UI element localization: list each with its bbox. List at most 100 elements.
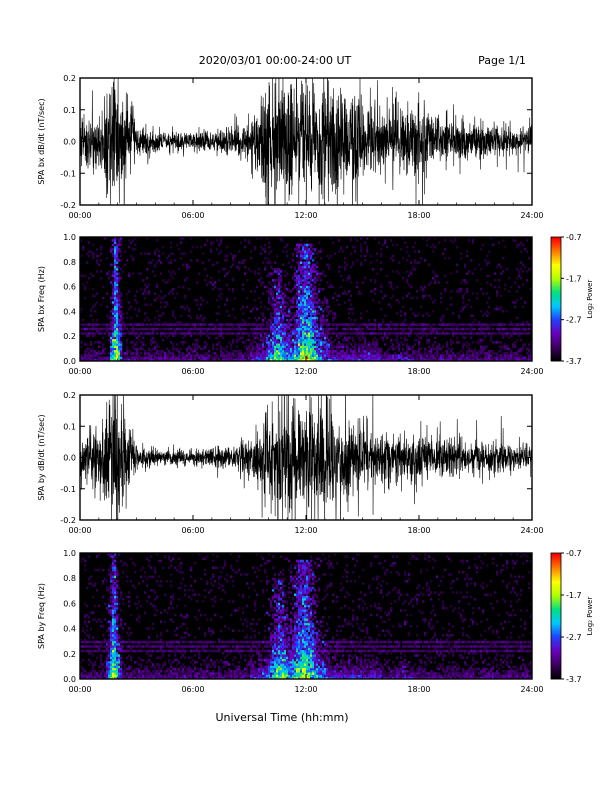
panel-1-cell bbox=[304, 352, 307, 355]
panel-3-cell bbox=[116, 674, 119, 678]
panel-1-cell bbox=[314, 316, 317, 320]
panel-1-cell bbox=[452, 358, 455, 362]
panel-1-cell bbox=[154, 299, 157, 302]
panel-1-cell bbox=[354, 356, 357, 360]
panel-1-cell bbox=[240, 323, 243, 326]
panel-1-cell bbox=[404, 323, 407, 326]
panel-3-cell bbox=[128, 591, 131, 594]
panel-1-cell bbox=[434, 336, 437, 340]
panel-1-cell bbox=[374, 343, 377, 346]
panel-1-cell bbox=[308, 299, 311, 302]
panel-1-cell bbox=[332, 332, 335, 335]
panel-1-cell bbox=[114, 307, 117, 311]
panel-1-cell bbox=[254, 316, 257, 320]
panel-1-cell bbox=[312, 292, 315, 295]
panel-1-cell bbox=[192, 332, 195, 335]
panel-1-cell bbox=[120, 323, 123, 326]
panel-1-cell bbox=[428, 327, 431, 331]
panel-1-cell bbox=[454, 323, 457, 326]
panel-1-cell bbox=[198, 356, 201, 360]
panel-3-cell bbox=[118, 553, 121, 556]
panel-1-cell bbox=[386, 336, 389, 340]
panel-1-cell bbox=[296, 327, 299, 331]
panel-1-cell bbox=[156, 345, 159, 349]
panel-1-cell bbox=[180, 354, 183, 357]
panel-1-cell bbox=[238, 332, 241, 335]
panel-1-cell bbox=[172, 287, 175, 291]
panel-1-cell bbox=[118, 325, 121, 329]
panel-1-cell bbox=[270, 352, 273, 355]
panel-1-cell bbox=[260, 338, 263, 342]
panel-1-cell bbox=[478, 323, 481, 326]
panel-1-cell bbox=[112, 358, 115, 362]
panel-1-cell bbox=[84, 332, 87, 335]
panel-1-cell bbox=[224, 274, 227, 278]
panel-1-cell bbox=[364, 354, 367, 357]
panel-1-cell bbox=[116, 312, 119, 315]
panel-1-cell bbox=[118, 272, 121, 275]
panel-1-cell bbox=[456, 323, 459, 326]
panel-1-cell bbox=[316, 338, 319, 342]
panel-1-cell bbox=[166, 354, 169, 357]
panel-1-cell bbox=[496, 354, 499, 357]
panel-1-cell bbox=[284, 270, 287, 273]
panel-1-cell bbox=[340, 358, 343, 362]
panel-1-cell bbox=[216, 312, 219, 315]
panel-1-cell bbox=[376, 338, 379, 342]
panel-1-cell bbox=[504, 354, 507, 357]
panel-1-colorbar-step bbox=[551, 307, 561, 310]
panel-1-cell bbox=[278, 285, 281, 289]
panel-1-cell bbox=[380, 290, 383, 293]
panel-1-cell bbox=[282, 338, 285, 342]
panel-1-cell bbox=[114, 327, 117, 331]
panel-1-cell bbox=[310, 276, 313, 280]
panel-1-cell bbox=[422, 294, 425, 298]
panel-1-cell bbox=[272, 318, 275, 322]
panel-3-cell bbox=[116, 616, 119, 619]
panel-1-cell bbox=[186, 327, 189, 331]
panel-1-cell bbox=[106, 272, 109, 275]
panel-1-cell bbox=[278, 341, 281, 344]
panel-1-cell bbox=[396, 323, 399, 326]
panel-1-cell bbox=[100, 303, 103, 306]
panel-1-cell bbox=[334, 316, 337, 320]
panel-1-cell bbox=[160, 290, 163, 293]
panel-1-cell bbox=[324, 338, 327, 342]
panel-1-cell bbox=[304, 290, 307, 293]
panel-1-cell bbox=[382, 354, 385, 357]
panel-1-cell bbox=[282, 352, 285, 355]
panel-3-cell bbox=[108, 661, 111, 664]
panel-3-cell bbox=[100, 665, 103, 669]
panel-3-cell bbox=[80, 649, 83, 653]
panel-1-cell bbox=[526, 347, 529, 351]
panel-1-cell bbox=[188, 332, 191, 335]
panel-1-cell bbox=[388, 323, 391, 326]
panel-1-y-tick-label: 0.6 bbox=[63, 283, 76, 292]
panel-1-cell bbox=[126, 332, 129, 335]
panel-1-cell bbox=[242, 261, 245, 264]
panel-1-cell bbox=[472, 327, 475, 331]
panel-3-cell bbox=[144, 571, 147, 574]
panel-1-cell bbox=[414, 241, 417, 244]
panel-1-cell bbox=[278, 330, 281, 333]
panel-1-cell bbox=[146, 303, 149, 306]
panel-1-cell bbox=[212, 347, 215, 351]
panel-1-cell bbox=[398, 272, 401, 275]
panel-1-cell bbox=[432, 327, 435, 331]
panel-1-cell bbox=[232, 259, 235, 262]
panel-3-cell bbox=[148, 645, 151, 648]
panel-1-cell bbox=[112, 263, 115, 267]
panel-3-cell bbox=[112, 613, 115, 617]
panel-1-cell bbox=[266, 237, 269, 240]
panel-1-cell bbox=[344, 358, 347, 362]
panel-3-cell bbox=[114, 625, 117, 628]
panel-1-cell bbox=[294, 318, 297, 322]
panel-1-cell bbox=[426, 312, 429, 315]
panel-1-cell bbox=[252, 323, 255, 326]
panel-1-cell bbox=[310, 274, 313, 278]
panel-1-cell bbox=[470, 305, 473, 309]
panel-1-cell bbox=[272, 323, 275, 326]
panel-1-cell bbox=[182, 327, 185, 331]
panel-3-cell bbox=[110, 656, 113, 660]
panel-1-cell bbox=[456, 290, 459, 293]
